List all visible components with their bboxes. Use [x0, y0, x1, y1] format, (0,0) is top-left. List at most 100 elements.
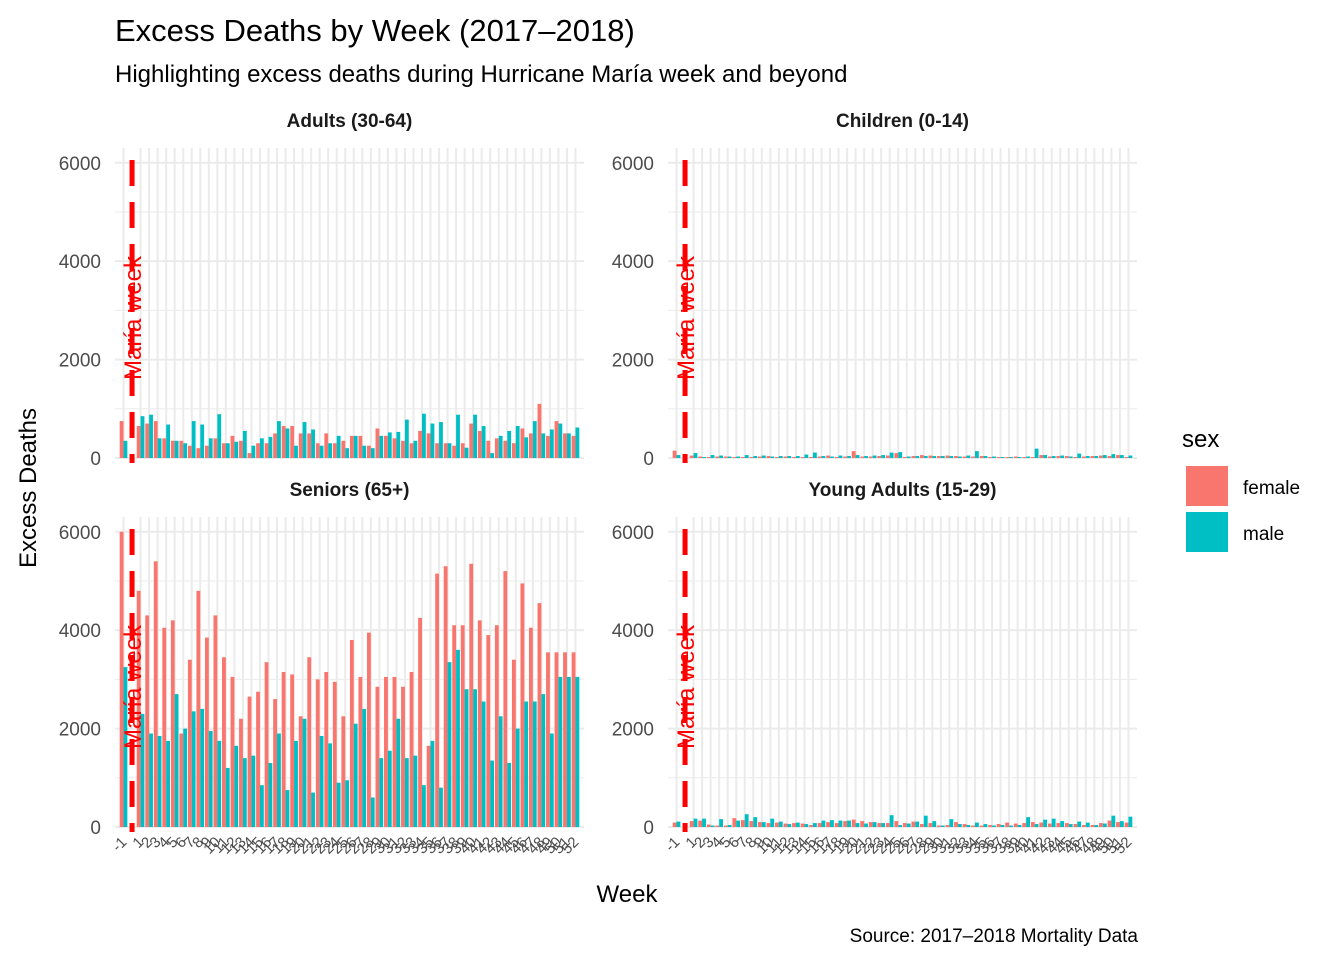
bar-male: [277, 733, 281, 827]
bar-male: [490, 453, 495, 458]
bar-female: [162, 627, 167, 827]
bar-female: [145, 423, 150, 458]
bar-female: [911, 456, 916, 458]
bar-male: [693, 818, 698, 827]
bar-female: [766, 456, 771, 458]
bar-male: [362, 445, 367, 458]
y-tick-label: 6000: [59, 523, 101, 544]
bar-female: [928, 455, 933, 458]
chart-subtitle: Highlighting excess deaths during Hurric…: [115, 61, 847, 88]
bar-male: [558, 676, 563, 827]
x-tick-label: -1: [662, 834, 683, 855]
bar-female: [153, 561, 158, 827]
bar-female: [563, 433, 567, 458]
bar-female: [979, 456, 984, 458]
bar-female: [826, 455, 831, 458]
y-tick-label: 0: [643, 818, 654, 839]
bar-male: [1026, 456, 1030, 458]
bar-female: [1047, 823, 1052, 827]
bar-male: [923, 456, 928, 458]
bar-female: [528, 433, 533, 458]
bar-male: [319, 445, 324, 458]
facet-strip-label: Children (0-14): [836, 111, 969, 132]
bar-female: [366, 632, 371, 827]
bar-male: [200, 424, 205, 458]
bar-female: [757, 822, 762, 827]
bar-female: [571, 652, 576, 827]
bar-female: [672, 450, 677, 458]
bar-male: [379, 758, 384, 827]
bar-male: [702, 818, 706, 827]
bar-male: [336, 782, 341, 827]
bar-male: [787, 824, 792, 827]
bar-male: [974, 822, 979, 827]
bar-female: [196, 448, 201, 458]
bar-female: [1013, 456, 1018, 458]
bar-male: [974, 451, 979, 458]
bar-female: [885, 455, 890, 458]
bar-male: [1043, 455, 1048, 458]
bar-male: [1085, 822, 1090, 827]
bar-female: [689, 821, 694, 827]
bar-female: [273, 699, 278, 827]
bar-male: [558, 423, 563, 458]
bar-female: [1064, 456, 1069, 458]
bar-female: [1056, 823, 1061, 827]
bar-female: [706, 824, 711, 827]
bar-male: [524, 701, 529, 827]
bar-female: [546, 435, 550, 458]
bar-female: [222, 657, 226, 827]
bar-male: [872, 455, 877, 458]
chart-caption: Source: 2017–2018 Mortality Data: [850, 926, 1139, 947]
bar-male: [736, 820, 741, 827]
bar-male: [166, 740, 171, 827]
bar-male: [370, 448, 375, 458]
bar-female: [1030, 822, 1035, 827]
bar-male: [932, 456, 937, 458]
y-tick-label: 4000: [612, 252, 654, 273]
bar-male: [1111, 454, 1116, 458]
bar-male: [804, 454, 809, 458]
bar-female: [281, 672, 286, 827]
bar-male: [541, 433, 546, 458]
bar-male: [676, 455, 681, 458]
bar-female: [817, 823, 822, 827]
bar-female: [418, 430, 422, 458]
reference-line-label: María week: [120, 255, 147, 380]
bar-male: [983, 824, 988, 827]
bar-female: [222, 443, 226, 458]
bar-female: [996, 457, 1001, 458]
bar-female: [384, 676, 388, 827]
bar-female: [885, 823, 890, 827]
bar-male: [259, 785, 264, 827]
bar-male: [328, 443, 333, 458]
bar-male: [311, 792, 315, 827]
bar-male: [421, 785, 426, 827]
bar-male: [507, 763, 512, 827]
facet-panel: Adults (30-64) 0 2000 4000 6000 María week: [59, 111, 584, 470]
bar-female: [851, 451, 856, 458]
bar-male: [166, 424, 171, 458]
bar-female: [945, 455, 950, 458]
bar-female: [452, 445, 457, 458]
bar-female: [486, 440, 491, 458]
bar-female: [877, 823, 882, 827]
facet-strip-label: Adults (30-64): [287, 111, 413, 132]
x-axis-title: Week: [597, 881, 659, 908]
bar-female: [469, 423, 474, 458]
bar-female: [426, 433, 431, 458]
bar-male: [464, 689, 469, 827]
bar-male: [702, 457, 706, 458]
bar-male: [430, 740, 435, 827]
bar-male: [208, 438, 213, 458]
bar-female: [971, 456, 975, 458]
bar-male: [345, 780, 350, 827]
bar-female: [1039, 455, 1044, 458]
bar-male: [447, 662, 452, 827]
y-tick-label: 2000: [612, 351, 654, 372]
bar-male: [191, 421, 196, 458]
bar-male: [456, 649, 460, 827]
bar-female: [732, 457, 737, 458]
bar-male: [225, 767, 230, 827]
